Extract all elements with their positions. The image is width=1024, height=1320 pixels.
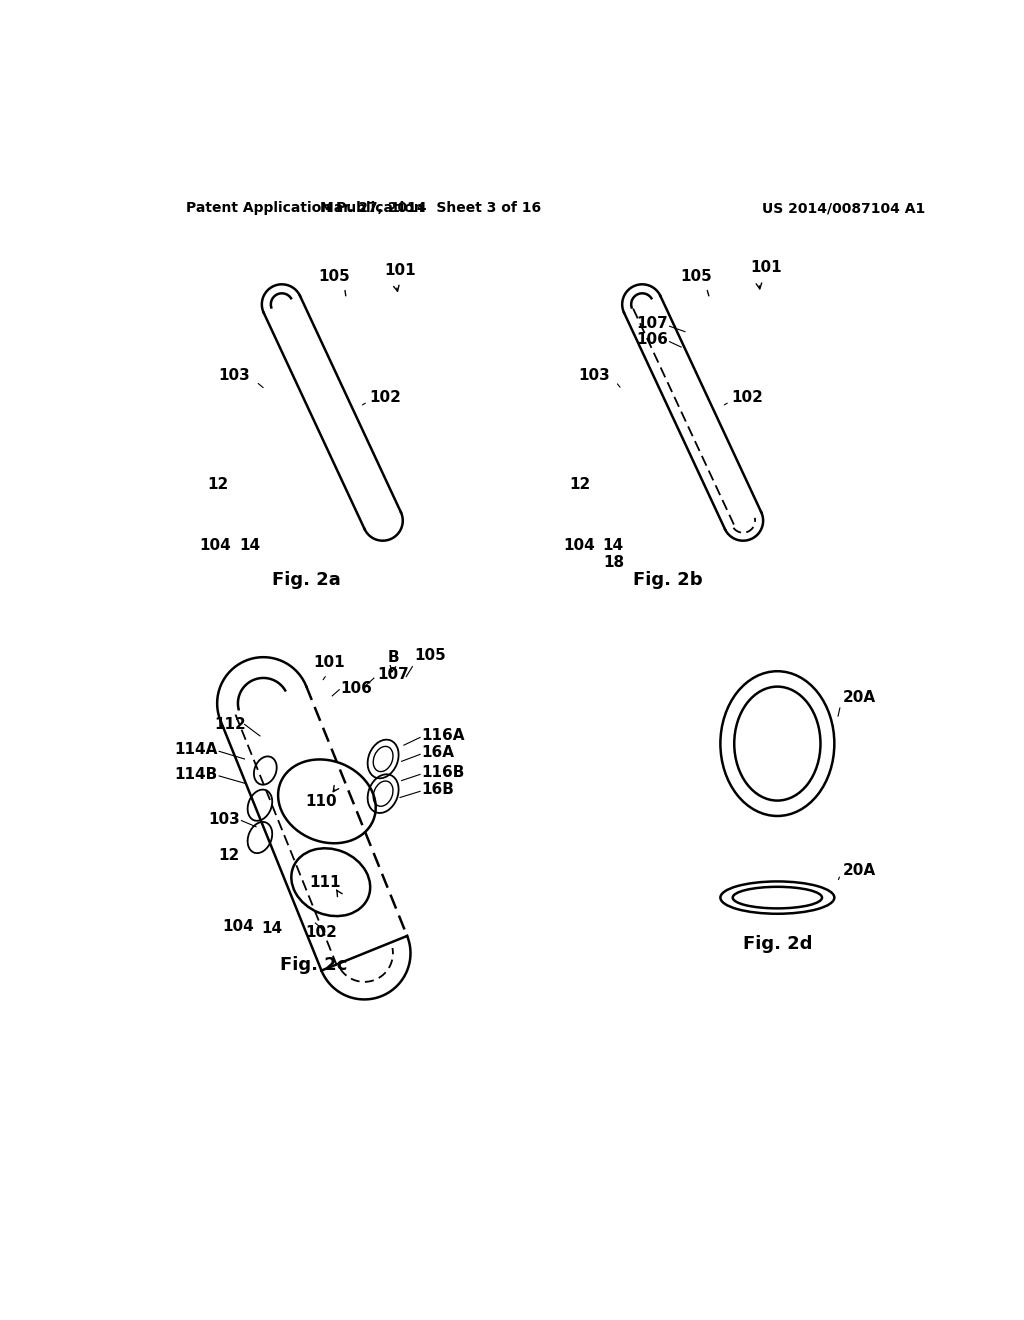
Text: 105: 105 — [318, 269, 350, 284]
Text: Fig. 2a: Fig. 2a — [271, 572, 341, 589]
Text: 101: 101 — [385, 263, 417, 277]
Text: Fig. 2c: Fig. 2c — [281, 957, 347, 974]
Text: 14: 14 — [240, 539, 260, 553]
Text: 107: 107 — [636, 317, 668, 331]
Text: Fig. 2b: Fig. 2b — [633, 572, 702, 589]
Text: 110: 110 — [305, 793, 337, 809]
Text: 103: 103 — [208, 812, 240, 826]
Text: 18: 18 — [603, 556, 625, 570]
Text: 114B: 114B — [174, 767, 217, 781]
Text: B: B — [388, 649, 399, 665]
Text: 116B: 116B — [422, 766, 465, 780]
Text: Patent Application Publication: Patent Application Publication — [186, 202, 424, 215]
Text: 12: 12 — [569, 477, 590, 491]
Text: 102: 102 — [305, 925, 338, 940]
Text: 12: 12 — [207, 477, 228, 491]
Text: 14: 14 — [261, 921, 282, 936]
Text: 20A: 20A — [843, 863, 876, 878]
Text: 102: 102 — [731, 389, 763, 405]
Text: 12: 12 — [218, 847, 240, 863]
Text: 14: 14 — [602, 539, 624, 553]
Text: US 2014/0087104 A1: US 2014/0087104 A1 — [762, 202, 926, 215]
Text: 114A: 114A — [174, 742, 217, 758]
Text: 103: 103 — [218, 368, 250, 383]
Text: 116A: 116A — [422, 729, 465, 743]
Text: 107: 107 — [377, 667, 409, 682]
Text: 105: 105 — [414, 648, 445, 663]
Text: 106: 106 — [636, 331, 668, 347]
Text: 104: 104 — [563, 539, 595, 553]
Text: Mar. 27, 2014  Sheet 3 of 16: Mar. 27, 2014 Sheet 3 of 16 — [321, 202, 542, 215]
Text: 104: 104 — [200, 539, 231, 553]
Text: 102: 102 — [370, 389, 401, 405]
Text: 16A: 16A — [422, 746, 455, 760]
Text: 20A: 20A — [843, 690, 876, 705]
Text: 103: 103 — [579, 368, 610, 383]
Text: Fig. 2d: Fig. 2d — [742, 935, 812, 953]
Text: 104: 104 — [222, 919, 254, 935]
Text: 16B: 16B — [422, 783, 455, 797]
Text: 105: 105 — [681, 269, 713, 284]
Text: 112: 112 — [215, 717, 247, 731]
Text: 101: 101 — [313, 656, 345, 671]
Text: 106: 106 — [341, 681, 373, 696]
Text: 111: 111 — [309, 875, 340, 890]
Text: 101: 101 — [751, 260, 782, 276]
